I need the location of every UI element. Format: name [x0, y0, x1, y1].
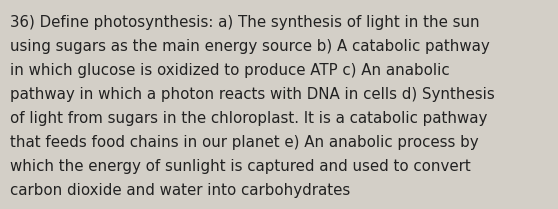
Text: in which glucose is oxidized to produce ATP c) An anabolic: in which glucose is oxidized to produce …	[10, 63, 450, 78]
Text: carbon dioxide and water into carbohydrates: carbon dioxide and water into carbohydra…	[10, 183, 350, 198]
Text: which the energy of sunlight is captured and used to convert: which the energy of sunlight is captured…	[10, 159, 471, 174]
Text: that feeds food chains in our planet e) An anabolic process by: that feeds food chains in our planet e) …	[10, 135, 479, 150]
Text: pathway in which a photon reacts with DNA in cells d) Synthesis: pathway in which a photon reacts with DN…	[10, 87, 495, 102]
Text: using sugars as the main energy source b) A catabolic pathway: using sugars as the main energy source b…	[10, 39, 490, 54]
Text: 36) Define photosynthesis: a) The synthesis of light in the sun: 36) Define photosynthesis: a) The synthe…	[10, 15, 480, 30]
Text: of light from sugars in the chloroplast. It is a catabolic pathway: of light from sugars in the chloroplast.…	[10, 111, 488, 126]
